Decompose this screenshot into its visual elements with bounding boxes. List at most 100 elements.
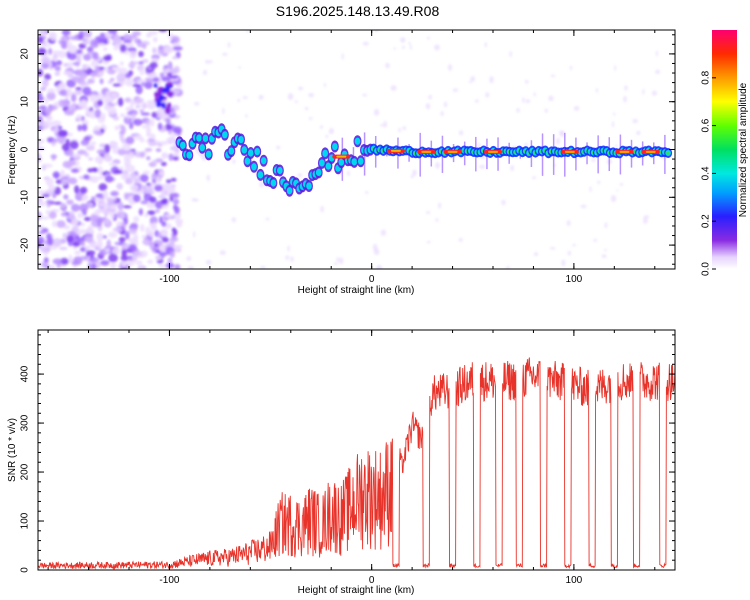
noise-blob — [443, 101, 448, 108]
noise-blob — [146, 132, 152, 138]
noise-blob — [245, 113, 248, 119]
noise-blob — [133, 194, 141, 203]
noise-blob — [63, 194, 69, 200]
noise-blob — [138, 50, 144, 58]
noise-blob — [44, 73, 52, 81]
noise-blob — [158, 216, 164, 224]
noise-blob — [159, 141, 169, 145]
noise-blob — [106, 208, 117, 213]
noise-blob — [155, 148, 162, 152]
noise-blob — [71, 93, 77, 103]
noise-blob — [102, 190, 109, 200]
noise-blob — [118, 213, 126, 219]
noise-blob — [63, 224, 71, 230]
noise-blob — [550, 74, 556, 78]
noise-blob — [112, 247, 121, 256]
noise-blob — [38, 196, 43, 203]
noise-blob — [124, 97, 132, 103]
noise-blob — [62, 160, 73, 169]
noise-blob — [101, 112, 106, 121]
noise-blob — [206, 174, 210, 182]
noise-blob — [74, 185, 80, 194]
noise-blob — [161, 154, 171, 158]
noise-blob — [139, 223, 145, 232]
noise-blob — [383, 120, 388, 128]
noise-blob — [46, 88, 56, 94]
noise-blob — [99, 78, 104, 85]
noise-blob — [516, 107, 520, 113]
colorbar-ticks: 0.0 0.2 0.4 0.6 0.8 — [701, 70, 716, 276]
noise-blob — [362, 41, 369, 46]
noise-blob — [400, 37, 406, 43]
noise-blob — [632, 118, 638, 124]
noise-blob — [152, 47, 157, 54]
noise-blob — [376, 264, 383, 269]
noise-blob — [110, 141, 118, 148]
noise-blob — [94, 109, 102, 118]
noise-blob — [142, 239, 150, 245]
y-tick-label: 0 — [20, 146, 31, 152]
noise-blob — [66, 40, 72, 50]
ridge-mid — [306, 182, 312, 190]
noise-blob — [260, 265, 266, 269]
noise-blob — [110, 64, 119, 68]
noise-blob — [38, 36, 44, 44]
noise-blob — [601, 254, 607, 258]
noise-blob — [619, 183, 624, 186]
noise-blob — [62, 232, 67, 239]
noise-blob — [426, 240, 431, 244]
noise-blob — [458, 130, 464, 136]
noise-blob — [120, 125, 126, 135]
noise-blob — [42, 78, 49, 88]
noise-blob — [38, 106, 44, 111]
ridge-mid — [222, 131, 228, 139]
noise-blob — [67, 75, 75, 79]
noise-blob — [154, 208, 160, 214]
noise-blob — [119, 61, 124, 66]
noise-blob — [64, 110, 75, 116]
noise-blob — [94, 198, 104, 202]
noise-blob — [101, 37, 109, 42]
noise-blob — [135, 97, 144, 104]
snr-frame — [37, 329, 676, 571]
noise-blob — [139, 67, 145, 76]
noise-blob — [202, 69, 208, 76]
noise-blob — [128, 227, 138, 235]
noise-blob — [66, 199, 74, 205]
x-tick-label: -100 — [159, 575, 179, 586]
noise-blob — [452, 88, 459, 92]
y-tick-label: -10 — [20, 190, 31, 205]
noise-blob — [51, 220, 58, 228]
noise-blob — [171, 80, 181, 85]
noise-blob — [163, 65, 170, 69]
noise-blob — [164, 123, 173, 131]
noise-blob — [141, 59, 149, 63]
noise-blob — [68, 61, 73, 70]
noise-blob — [155, 158, 164, 163]
noise-blob — [559, 130, 565, 138]
noise-blob — [40, 86, 46, 91]
noise-blob — [242, 96, 248, 99]
noise-blob — [38, 236, 45, 245]
noise-blob — [231, 217, 237, 223]
noise-blob — [168, 136, 176, 142]
noise-blob — [124, 177, 134, 185]
noise-blob — [567, 250, 571, 256]
noise-blob — [110, 77, 115, 82]
noise-blob — [144, 81, 153, 90]
noise-blob — [101, 96, 108, 101]
noise-blob — [172, 46, 183, 51]
noise-blob — [90, 59, 99, 68]
noise-blob — [145, 33, 152, 38]
noise-blob — [258, 94, 264, 100]
noise-blob — [41, 62, 49, 70]
noise-blob — [112, 83, 122, 87]
noise-blob — [325, 134, 329, 139]
noise-blob — [98, 175, 105, 180]
noise-blob — [72, 241, 81, 247]
noise-blob — [161, 204, 169, 209]
noise-blob — [204, 59, 211, 64]
noise-blob — [73, 256, 83, 266]
noise-blob — [77, 124, 83, 132]
noise-blob — [88, 157, 93, 161]
